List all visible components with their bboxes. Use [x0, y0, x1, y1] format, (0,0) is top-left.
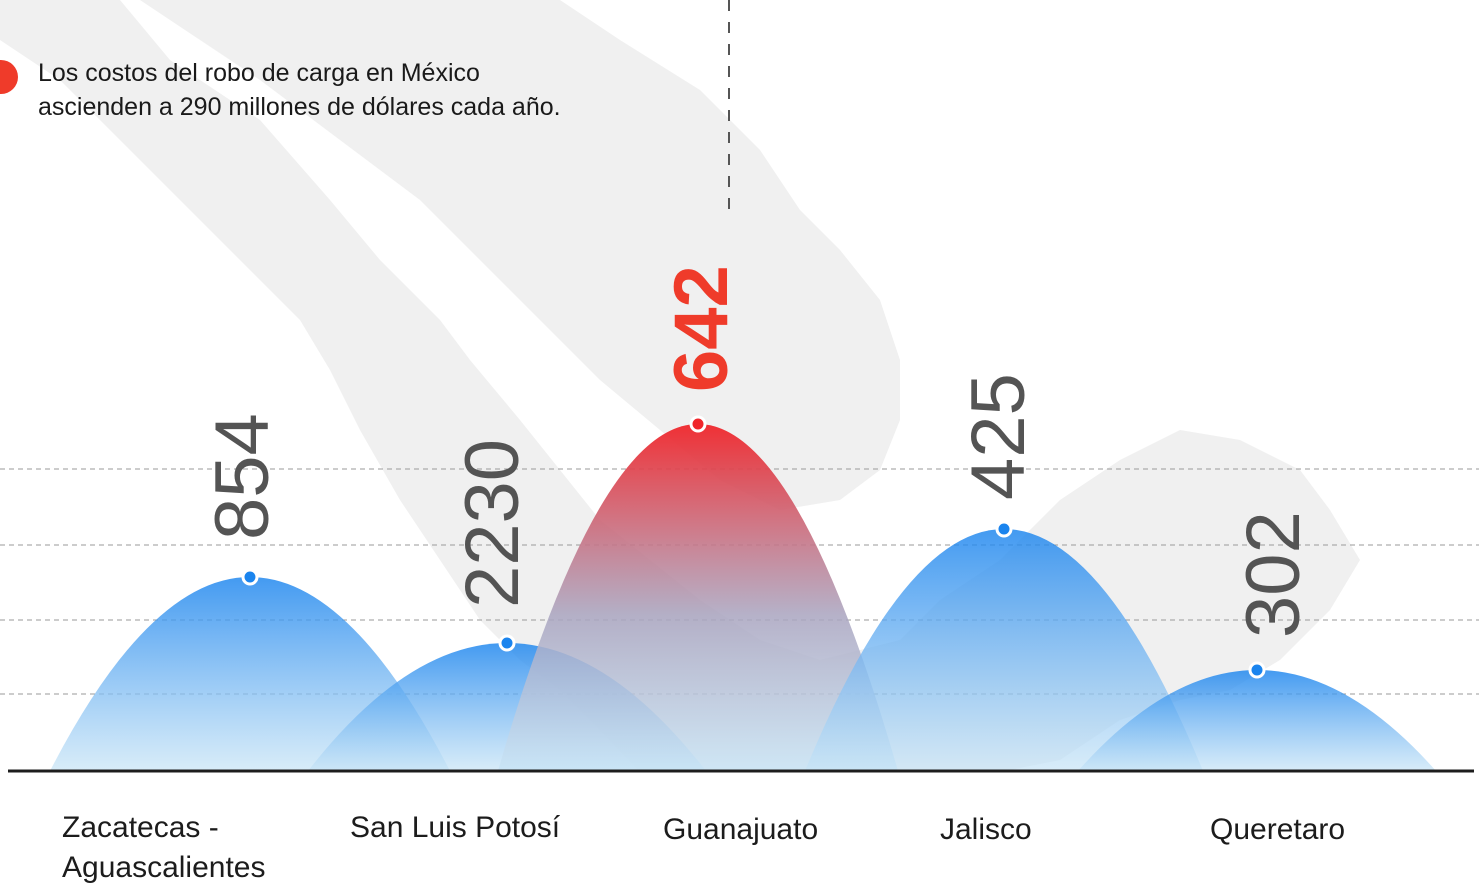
- value-label: 2230: [450, 439, 535, 608]
- value-label: 642: [659, 265, 744, 392]
- arch-4: [1078, 670, 1436, 771]
- arch-3: [805, 529, 1203, 771]
- category-label: Queretaro: [1210, 813, 1346, 846]
- annotation-dot: [0, 60, 18, 94]
- annotation-line-2: ascienden a 290 millones de dólares cada…: [38, 93, 561, 121]
- category-label: Zacatecas - Aguascalientes: [62, 811, 266, 884]
- map-north: [140, 0, 900, 510]
- value-label: 854: [200, 413, 285, 540]
- peak-marker: [1248, 661, 1266, 679]
- category-label: Guanajuato: [663, 813, 819, 846]
- annotation: Los costos del robo de carga en México a…: [38, 56, 718, 124]
- arch-0: [50, 577, 450, 771]
- arch-2: [498, 424, 898, 771]
- category-label: Jalisco: [940, 813, 1032, 846]
- peak-marker: [498, 634, 516, 652]
- category-label: San Luis Potosí: [350, 811, 561, 844]
- peak-marker: [689, 415, 707, 433]
- value-label: 302: [1231, 511, 1316, 638]
- value-label: 425: [956, 373, 1041, 500]
- peak-marker: [241, 568, 259, 586]
- annotation-line-1: Los costos del robo de carga en México: [38, 59, 480, 87]
- peak-marker: [995, 520, 1013, 538]
